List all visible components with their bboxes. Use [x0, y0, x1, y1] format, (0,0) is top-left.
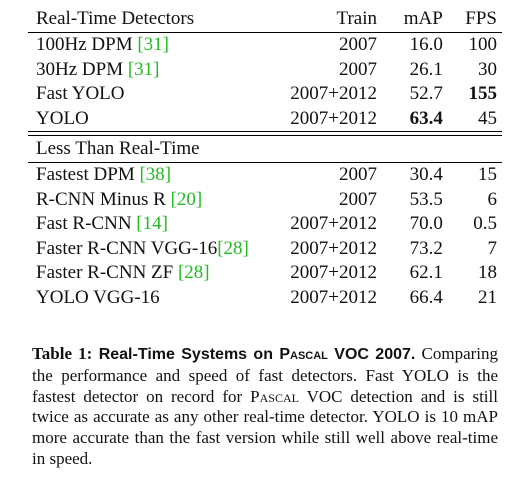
row-train: 2007 — [338, 188, 377, 210]
row-name: YOLO VGG-16 — [36, 286, 160, 308]
row-map: 66.4 — [409, 286, 443, 308]
section-divider — [28, 131, 502, 136]
row-name: 30Hz DPM [31] — [36, 58, 160, 80]
row-train: 2007 — [248, 32, 377, 58]
table-caption: Table 1: Real-Time Systems on Pascal VOC… — [32, 344, 498, 470]
row-name: Faster R-CNN VGG-16[28] — [36, 237, 249, 259]
row-map-best: 63.4 — [409, 107, 443, 129]
row-map: 30.4 — [376, 162, 443, 188]
row-map: 26.1 — [409, 58, 443, 80]
table-row: Faster R-CNN VGG-16[28] 2007+2012 73.2 7 — [28, 237, 502, 262]
row-train: 2007+2012 — [290, 107, 377, 129]
row-map: 70.0 — [409, 213, 443, 235]
row-fps: 100 — [442, 32, 502, 58]
row-fps: 21 — [478, 286, 497, 308]
row-map: 53.5 — [409, 188, 443, 210]
header-train: Train — [336, 8, 377, 30]
table-row: 30Hz DPM [31] 2007 26.1 30 — [28, 58, 502, 83]
results-table: Real-Time Detectors Train mAP FPS 100Hz … — [28, 6, 502, 310]
row-train: 2007+2012 — [290, 262, 377, 284]
table-row: Fast R-CNN [14] 2007+2012 70.0 0.5 — [28, 212, 502, 237]
row-fps: 18 — [478, 262, 497, 284]
row-name: R-CNN Minus R [20] — [36, 188, 203, 210]
row-train: 2007+2012 — [290, 286, 377, 308]
table-row: R-CNN Minus R [20] 2007 53.5 6 — [28, 188, 502, 213]
row-fps: 6 — [487, 188, 498, 210]
header-map: mAP — [403, 8, 443, 30]
table-row: 100Hz DPM [31] 2007 16.0 100 — [28, 32, 502, 58]
caption-body: Comparing the performance and speed of f… — [32, 344, 499, 468]
caption-label: Table 1: — [32, 344, 93, 363]
row-map: 52.7 — [409, 83, 443, 105]
header-row: Real-Time Detectors Train mAP FPS — [28, 6, 502, 33]
header-fps: FPS — [465, 8, 497, 30]
table-row: Faster R-CNN ZF [28] 2007+2012 62.1 18 — [28, 261, 502, 286]
section-title: Less Than Real-Time — [36, 138, 200, 160]
table-row: Fast YOLO 2007+2012 52.7 155 — [28, 82, 502, 107]
citation-link[interactable]: [14] — [136, 213, 168, 235]
row-name: Fastest DPM [38] — [28, 162, 249, 188]
section-header-row: Less Than Real-Time — [28, 136, 502, 163]
row-fps-best: 155 — [468, 83, 498, 105]
row-train: 2007 — [248, 162, 377, 188]
row-fps: 45 — [478, 107, 497, 129]
header-detectors: Real-Time Detectors — [36, 8, 195, 30]
citation-link[interactable]: [31] — [127, 58, 160, 80]
caption-title: Real-Time Systems on Pascal VOC 2007. — [92, 346, 416, 363]
row-train: 2007 — [338, 58, 377, 80]
citation-link[interactable]: [28] — [217, 237, 249, 259]
citation-link[interactable]: [28] — [177, 262, 210, 284]
row-fps: 30 — [478, 58, 497, 80]
citation-link[interactable]: [31] — [137, 34, 169, 56]
table-row: YOLO VGG-16 2007+2012 66.4 21 — [28, 286, 502, 311]
row-fps: 0.5 — [473, 213, 497, 235]
row-train: 2007+2012 — [290, 83, 377, 105]
row-map: 16.0 — [376, 32, 443, 58]
results-table-container: Real-Time Detectors Train mAP FPS 100Hz … — [28, 6, 502, 310]
row-name: Fast YOLO — [36, 83, 125, 105]
citation-link[interactable]: [20] — [170, 188, 203, 210]
row-train: 2007+2012 — [290, 237, 377, 259]
row-map: 62.1 — [409, 262, 443, 284]
row-map: 73.2 — [409, 237, 443, 259]
row-train: 2007+2012 — [290, 213, 377, 235]
row-fps: 15 — [442, 162, 502, 188]
row-name: YOLO — [36, 107, 89, 129]
row-name: Faster R-CNN ZF [28] — [36, 262, 210, 284]
row-name: Fast R-CNN [14] — [36, 213, 168, 235]
row-fps: 7 — [487, 237, 498, 259]
table-row: Fastest DPM [38] 2007 30.4 15 — [28, 162, 502, 188]
citation-link[interactable]: [38] — [139, 164, 172, 186]
table-row: YOLO 2007+2012 63.4 45 — [28, 107, 502, 132]
row-name: 100Hz DPM [31] — [28, 32, 249, 58]
